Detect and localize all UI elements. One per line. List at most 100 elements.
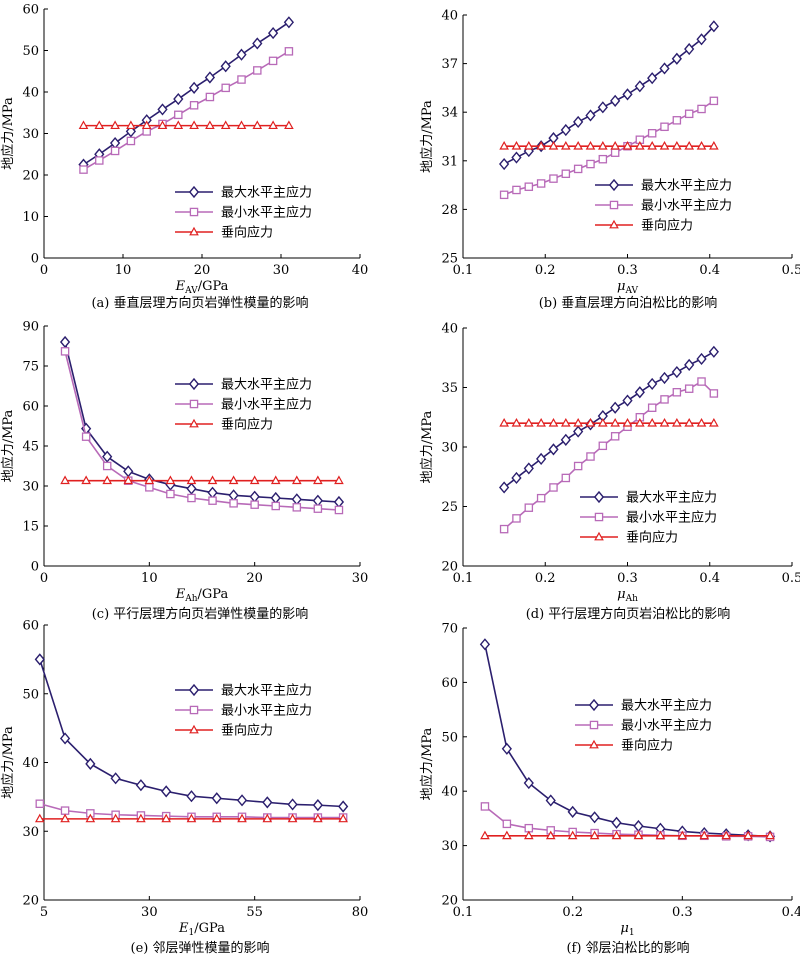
legend-label: 最小水平主应力: [221, 397, 312, 413]
data-point: [511, 151, 522, 164]
legend-marker: [594, 531, 604, 541]
legend-marker: [188, 683, 200, 697]
data-point: [560, 433, 571, 446]
legend-label: 垂向应力: [221, 225, 273, 241]
series-1: [499, 345, 719, 494]
series-1: [78, 16, 295, 171]
legend-marker: [189, 724, 199, 734]
data-point: [161, 785, 172, 798]
data-point: [585, 417, 596, 427]
y-axis-label: 地应力/MPa: [0, 97, 16, 170]
data-point: [60, 347, 70, 356]
data-point: [573, 140, 583, 150]
x-tick-label: 80: [352, 905, 369, 920]
x-tick-label: 0: [40, 571, 48, 586]
data-point: [109, 136, 121, 150]
data-point: [721, 830, 732, 840]
data-point: [523, 830, 534, 840]
legend-marker: [188, 185, 200, 199]
data-point: [597, 101, 608, 114]
legend-marker: [608, 178, 620, 192]
data-point: [743, 830, 753, 840]
x-axis-label: EAh/GPa: [175, 587, 229, 604]
chart-caption: (d) 平行层理方向页岩泊松比的影响: [526, 606, 731, 622]
data-point: [188, 81, 200, 94]
data-point: [611, 830, 622, 840]
data-point: [313, 475, 323, 485]
legend-marker: [188, 377, 200, 391]
x-tick-label: 20: [194, 263, 211, 278]
data-point: [585, 140, 596, 150]
data-point: [110, 120, 120, 130]
data-point: [236, 794, 248, 807]
data-point: [708, 20, 719, 33]
data-point: [186, 813, 197, 823]
data-point: [635, 140, 645, 150]
y-tick-label: 25: [441, 500, 458, 515]
legend-marker: [189, 207, 199, 217]
legend-marker: [589, 720, 599, 730]
data-point: [573, 164, 583, 174]
y-tick-label: 50: [441, 730, 458, 745]
legend-label: 最小水平主应力: [641, 198, 732, 214]
y-tick-label: 30: [441, 441, 458, 456]
data-point: [338, 800, 349, 813]
chart-1: 0 10 20 30 40 50 60 0 10 20 30 40 地应力/MPa EAV/GPa 最大水平…: [0, 3, 368, 312]
data-point: [633, 830, 644, 840]
y-tick-label: 40: [441, 322, 458, 337]
data-point: [622, 417, 633, 427]
data-point: [536, 493, 546, 503]
data-point: [545, 830, 556, 840]
data-point: [479, 638, 491, 651]
data-point: [35, 799, 45, 809]
data-point: [545, 794, 556, 807]
data-point: [313, 813, 323, 823]
data-point: [499, 140, 509, 150]
series-2: [60, 347, 344, 515]
data-point: [268, 56, 278, 66]
data-point: [671, 52, 682, 65]
y-axis-label: 地应力/MPa: [419, 100, 435, 173]
x-tick-label: 0.1: [453, 263, 474, 278]
data-point: [573, 417, 583, 427]
data-point: [157, 120, 168, 130]
data-point: [672, 140, 682, 150]
data-point: [135, 779, 147, 792]
chart-6: 20 30 40 50 60 70 0.1 0.2 0.3 0.4 地应力/MPa μ1 最大水平主应力…: [419, 622, 800, 957]
data-point: [684, 109, 694, 119]
y-tick-label: 20: [441, 560, 458, 575]
x-axis-label-unit: /GPa: [198, 587, 229, 602]
data-point: [697, 377, 706, 386]
x-tick-label: 0.5: [782, 571, 800, 586]
data-point: [677, 830, 688, 840]
data-point: [186, 790, 197, 803]
series-3: [499, 140, 719, 150]
data-point: [270, 475, 281, 485]
data-point: [161, 813, 172, 823]
chart-caption: (c) 平行层理方向页岩弹性模量的影响: [92, 606, 309, 622]
data-point: [511, 471, 522, 485]
x-axis-label-subscript: AV: [184, 286, 198, 296]
data-point: [709, 417, 719, 427]
data-point: [610, 148, 620, 157]
data-point: [186, 475, 197, 485]
data-point: [696, 33, 707, 46]
data-point: [589, 811, 600, 824]
data-point: [480, 802, 490, 811]
data-point: [684, 140, 695, 150]
x-tick-label: 10: [115, 263, 132, 278]
chart-caption: (e) 邻层弹性模量的影响: [131, 940, 270, 956]
data-point: [524, 182, 534, 191]
data-point: [536, 417, 546, 427]
data-point: [536, 179, 546, 188]
x-tick-label: 0.4: [782, 905, 800, 920]
y-axis-label: 地应力/MPa: [419, 410, 435, 483]
data-point: [480, 830, 490, 840]
data-point: [236, 48, 247, 61]
data-point: [709, 389, 719, 398]
y-tick-label: 40: [22, 86, 39, 101]
data-point: [186, 482, 197, 495]
